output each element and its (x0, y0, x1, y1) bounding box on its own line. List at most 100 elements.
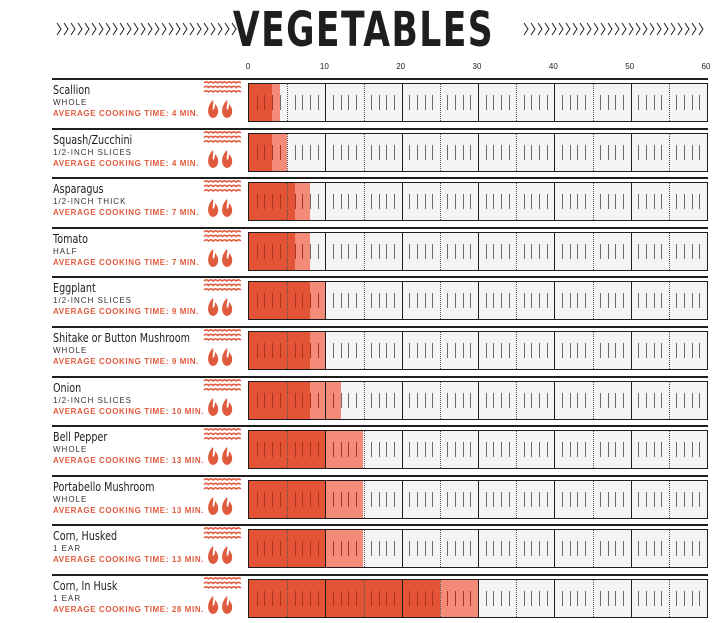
minute-tick (600, 343, 602, 358)
five-minute-divider (668, 431, 670, 469)
zigzag-chevron (558, 22, 564, 36)
minute-tick (432, 392, 434, 408)
minute-tick (607, 293, 609, 309)
minute-tick (256, 591, 258, 606)
minute-tick (447, 392, 449, 408)
five-minute-divider (363, 332, 365, 369)
minute-tick (500, 95, 502, 110)
minute-tick (409, 491, 411, 507)
average-label-prefix: AVERAGE COOKING TIME: (53, 208, 170, 218)
minute-tick (432, 591, 434, 606)
minute-tick (256, 144, 258, 160)
five-minute-divider (439, 580, 441, 617)
minute-tick (561, 95, 563, 110)
minute-tick (394, 293, 396, 309)
minute-tick (699, 591, 701, 606)
minute-tick (661, 95, 663, 110)
ten-minute-divider (478, 530, 479, 568)
minute-tick (317, 392, 319, 408)
minute-tick (584, 293, 586, 309)
minute-tick (523, 243, 525, 259)
five-minute-divider (287, 84, 289, 121)
zigzag-chevron (572, 22, 578, 36)
minute-tick (615, 243, 617, 259)
average-label-value: 9 MIN. (169, 307, 199, 317)
minute-tick (279, 95, 281, 110)
minute-tick (271, 343, 273, 358)
ten-minute-divider (554, 530, 556, 568)
minute-tick (294, 343, 296, 358)
minute-tick (378, 243, 380, 259)
minute-tick (485, 243, 487, 259)
minute-tick (607, 144, 609, 160)
x-tick-label: 50 (625, 62, 635, 71)
zigzag-chevron (698, 22, 704, 36)
minute-tick (531, 442, 533, 458)
minute-tick (577, 243, 579, 259)
ten-minute-divider (478, 332, 479, 369)
minute-tick (294, 491, 296, 507)
minute-tick (638, 392, 640, 408)
minute-tick (691, 541, 693, 557)
minute-tick (546, 392, 548, 408)
minute-tick (310, 293, 312, 309)
minute-tick (470, 442, 472, 458)
ten-minute-divider (478, 133, 479, 171)
minute-tick (569, 392, 571, 408)
ten-minute-divider (478, 232, 479, 270)
zigzag-chevron (133, 22, 139, 36)
x-tick-label: 60 (701, 62, 711, 71)
minute-tick (302, 243, 304, 259)
minute-tick (638, 194, 640, 210)
minute-tick (271, 144, 273, 160)
minute-tick (302, 194, 304, 210)
minute-tick (371, 591, 373, 606)
grill-heat-flames-icon (203, 180, 242, 218)
five-minute-divider (516, 84, 518, 121)
ten-minute-divider (401, 480, 403, 518)
five-minute-divider (592, 381, 594, 419)
zigzag-chevron (105, 22, 111, 36)
minute-tick (623, 591, 625, 606)
right-zigzag-ornament (523, 22, 704, 36)
minute-tick (645, 194, 647, 210)
minute-tick (256, 293, 258, 309)
minute-tick (661, 194, 663, 210)
minute-tick (409, 293, 411, 309)
five-minute-divider (668, 232, 670, 270)
minute-tick (348, 243, 350, 259)
minute-tick (371, 491, 373, 507)
minute-tick (500, 144, 502, 160)
five-minute-divider (287, 133, 289, 171)
cooking-time-track (248, 579, 708, 618)
minute-tick (645, 293, 647, 309)
minute-tick (355, 194, 357, 210)
minute-tick (676, 95, 678, 110)
minute-tick (462, 541, 464, 557)
minute-tick (279, 343, 281, 358)
five-minute-divider (516, 232, 518, 270)
minute-tick (355, 591, 357, 606)
minute-tick (348, 491, 350, 507)
average-cooking-time: AVERAGE COOKING TIME: 7 MIN. (53, 208, 199, 218)
minute-tick (623, 293, 625, 309)
five-minute-divider (287, 480, 289, 518)
minute-tick (699, 95, 701, 110)
row-divider (52, 127, 708, 130)
minute-tick (462, 442, 464, 458)
minute-tick (661, 392, 663, 408)
minute-tick (416, 591, 418, 606)
minute-tick (584, 243, 586, 259)
minute-tick (531, 293, 533, 309)
cooking-time-track (248, 281, 708, 321)
five-minute-divider (287, 332, 289, 369)
minute-tick (394, 194, 396, 210)
minute-tick (508, 243, 510, 259)
minute-tick (386, 95, 388, 110)
ten-minute-divider (630, 133, 632, 171)
minute-tick (302, 491, 304, 507)
minute-tick (447, 95, 449, 110)
minute-tick (470, 293, 472, 309)
minute-tick (607, 541, 609, 557)
minute-tick (531, 243, 533, 259)
